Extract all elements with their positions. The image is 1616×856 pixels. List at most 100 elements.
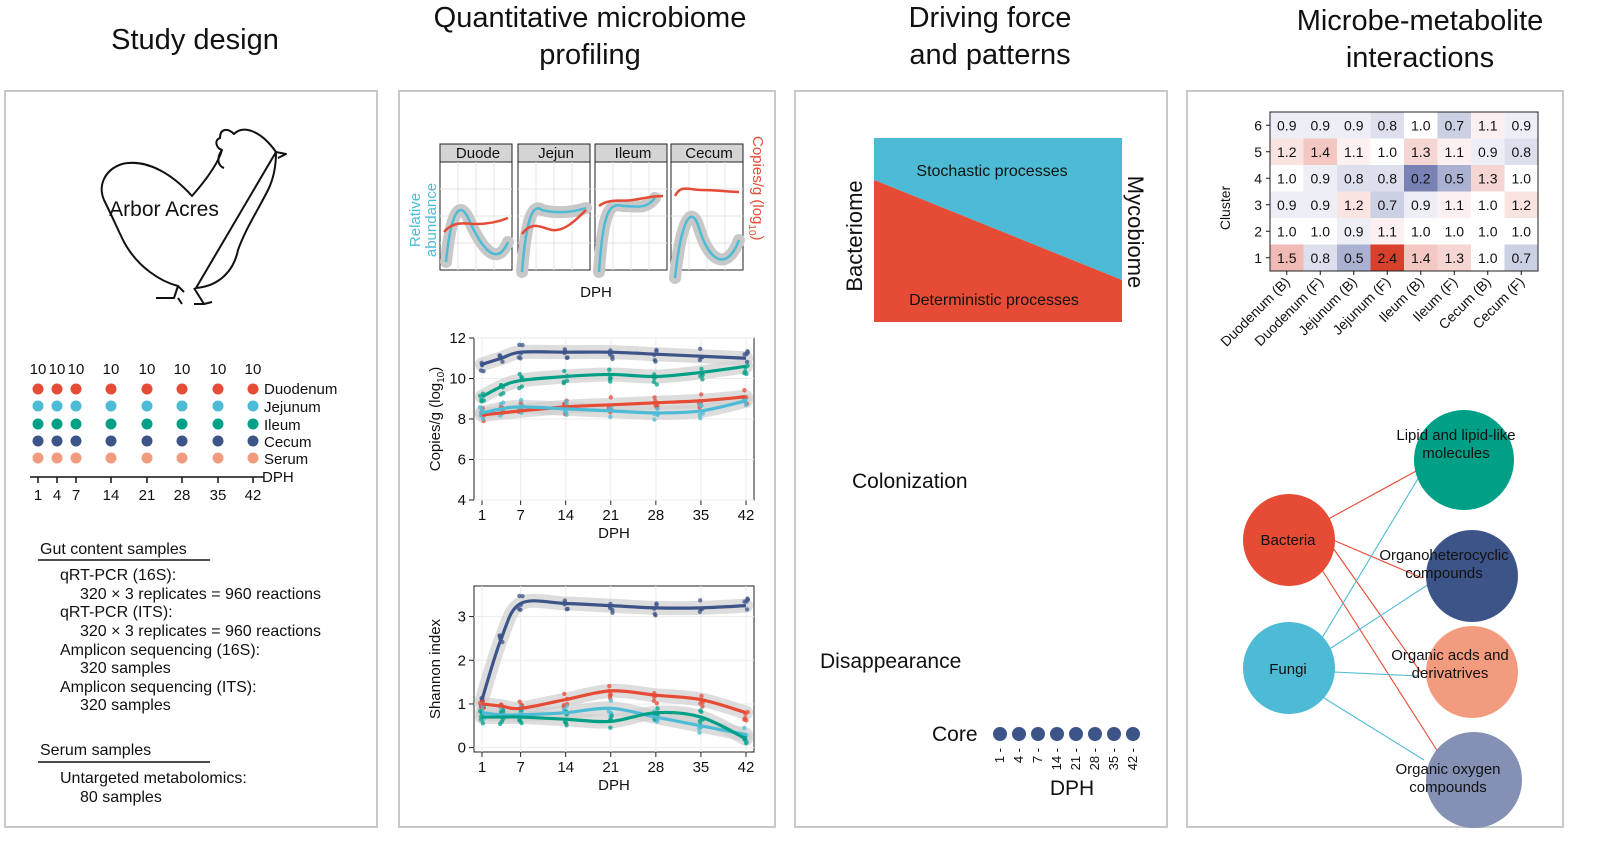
heatmap-cell-r3-c3 — [1370, 191, 1404, 218]
count-day1: 10 — [30, 361, 47, 378]
tick-label-y-2: 2 — [458, 652, 466, 669]
edge-fungi-hetero — [1327, 581, 1433, 651]
lipid-node — [1414, 410, 1514, 510]
heatmap-value-r6-c5: 0.7 — [1445, 117, 1465, 133]
sample-point-ileum — [608, 725, 613, 730]
heatmap-value-r1-c4: 1.4 — [1411, 250, 1431, 266]
heatmap-cell-r6-c5 — [1437, 112, 1471, 139]
core-day-label-1: 1 - — [992, 748, 1007, 763]
core-dot-day21 — [1069, 727, 1083, 741]
heatmap-frame — [1269, 111, 1539, 272]
heatmap-value-r3-c6: 1.0 — [1478, 197, 1498, 213]
heatmap-value-r3-c5: 1.1 — [1445, 197, 1465, 213]
sample-point-cecum — [697, 357, 703, 363]
sample-point-cecum — [653, 359, 658, 364]
copies-chart: 1 7 14 21 28 35 42 4 6 8 10 12 DPH Copies/g (log10) — [427, 330, 755, 542]
timeline-ticks — [37, 477, 254, 483]
heatmap-cell-r4-c7 — [1504, 165, 1538, 192]
heatmap-row-label-5: 5 — [1254, 144, 1262, 160]
mm-title-line1: Microbe-metabolite — [1296, 5, 1544, 37]
hetero-label-1: Organoheterocyclic — [1379, 547, 1509, 564]
core-dot-day42 — [1126, 727, 1140, 741]
heatmap-cell-r6-c0 — [1270, 112, 1304, 139]
legend-ileum: Ileum — [264, 417, 301, 434]
sample-dot-jejunum-1 — [51, 400, 63, 412]
sample-dot-ileum-5 — [176, 418, 188, 430]
timeline-day21: 21 — [139, 487, 156, 504]
sample-dot-cecum-3 — [105, 435, 117, 447]
oxygen-label-2: compounds — [1409, 779, 1487, 796]
tick-label-x-35: 35 — [693, 507, 710, 524]
heatmap-value-r4-c0: 1.0 — [1277, 170, 1297, 186]
sample-point-duodenum — [744, 718, 749, 723]
core-day-ticks: 1 - 4 - 7 - 14 - 21 - 28 - 35 - 42 - — [992, 748, 1140, 770]
sample-dot-cecum-7 — [247, 435, 259, 447]
sample-point-jejunum — [652, 417, 657, 422]
facet-body-ileum — [593, 162, 667, 278]
oxygen-label-1: Organic oxygen — [1395, 761, 1500, 778]
heatmap-value-r5-c7: 0.8 — [1512, 144, 1532, 160]
sample-dot-serum-1 — [51, 452, 63, 464]
sample-dot-ileum-3 — [105, 418, 117, 430]
facet-label-ileum: Ileum — [615, 145, 652, 162]
mm-title-line2: interactions — [1345, 42, 1495, 74]
relative-abundance-label-2: abundance — [423, 183, 440, 257]
heatmap-value-r2-c5: 1.0 — [1445, 223, 1465, 239]
heatmap-cell-r2-c3 — [1370, 218, 1404, 245]
sample-dot-ileum-6 — [212, 418, 224, 430]
sample-point-cecum — [654, 602, 659, 608]
sample-point-duodenum — [742, 388, 747, 393]
sample-point-duodenum — [652, 395, 657, 400]
bacteria-label: Bacteria — [1260, 532, 1316, 549]
sample-point-ileum — [698, 373, 703, 379]
sample-point-duodenum — [607, 683, 612, 689]
sample-dot-duodenum-1 — [51, 383, 63, 395]
edge-fungi-oxygen — [1323, 697, 1425, 761]
cluster-heatmap: 6 0.9 0.9 0.9 0.8 1.0 0.7 1.1 0.9 5 1.2 1.4 1.1 1.0 1.… — [1217, 111, 1539, 350]
core-day-label-28: 28 - — [1087, 748, 1102, 770]
heatmap-cell-r2-c2 — [1337, 218, 1371, 245]
timeline-day7: 7 — [72, 487, 80, 504]
heatmap-value-r1-c3: 2.4 — [1378, 250, 1398, 266]
heatmap-value-r3-c4: 0.9 — [1411, 197, 1431, 213]
heatmap-value-r5-c2: 1.1 — [1344, 144, 1364, 160]
heatmap-cell-r3-c6 — [1471, 191, 1505, 218]
series-line-ileum — [482, 710, 747, 741]
tick-label-y-8: 8 — [458, 411, 466, 428]
heatmap-value-r2-c1: 1.0 — [1311, 223, 1331, 239]
sample-point-duodenum — [654, 701, 660, 706]
sample-point-ileum — [700, 377, 705, 382]
sample-dot-ileum-2 — [70, 418, 82, 430]
heatmap-cell-r1-c2 — [1337, 244, 1371, 271]
sample-dot-cecum-4 — [141, 435, 153, 447]
study-design-svg: Arbor Acres 10 10 10 10 10 10 10 10 Duod… — [30, 128, 337, 806]
heatmap-cell-r5-c3 — [1370, 138, 1404, 165]
tick-label-y-10: 10 — [449, 371, 466, 388]
driving-title-line2: and patterns — [909, 39, 1071, 71]
heatmap-cell-r1-c0 — [1270, 244, 1304, 271]
core-dph-label: DPH — [1050, 777, 1094, 800]
sample-point-jejunum — [608, 414, 613, 420]
sample-point-cecum — [744, 599, 749, 604]
heatmap-row-label-3: 3 — [1254, 197, 1262, 213]
lipid-label-2: molecules — [1422, 445, 1490, 462]
driving-svg: Stochastic processes Deterministic proce… — [820, 138, 1148, 800]
sample-point-jejunum — [699, 403, 704, 409]
heatmap-cell-r6-c6 — [1471, 112, 1505, 139]
sample-dot-duodenum-0 — [32, 383, 44, 395]
heatmap-cell-r6-c4 — [1404, 112, 1438, 139]
sample-point-jejunum — [697, 730, 702, 735]
facet-body-duodenum — [440, 162, 514, 270]
hetero-label-2: compounds — [1405, 565, 1483, 582]
heatmap-cell-r3-c2 — [1337, 191, 1371, 218]
heatmap-cell-r1-c1 — [1303, 244, 1337, 271]
heatmap-row-label-2: 2 — [1254, 223, 1262, 239]
study-design-panel: Arbor Acres 10 10 10 10 10 10 10 10 Duod… — [4, 90, 378, 828]
series-line-cecum — [481, 350, 747, 366]
heatmap-cell-r3-c5 — [1437, 191, 1471, 218]
sample-point-cecum — [698, 598, 703, 603]
facet-body-cecum — [669, 162, 745, 284]
heatmap-value-r6-c6: 1.1 — [1478, 117, 1498, 133]
tick-label-y-12: 12 — [449, 330, 466, 347]
heatmap-value-r2-c0: 1.0 — [1277, 223, 1297, 239]
